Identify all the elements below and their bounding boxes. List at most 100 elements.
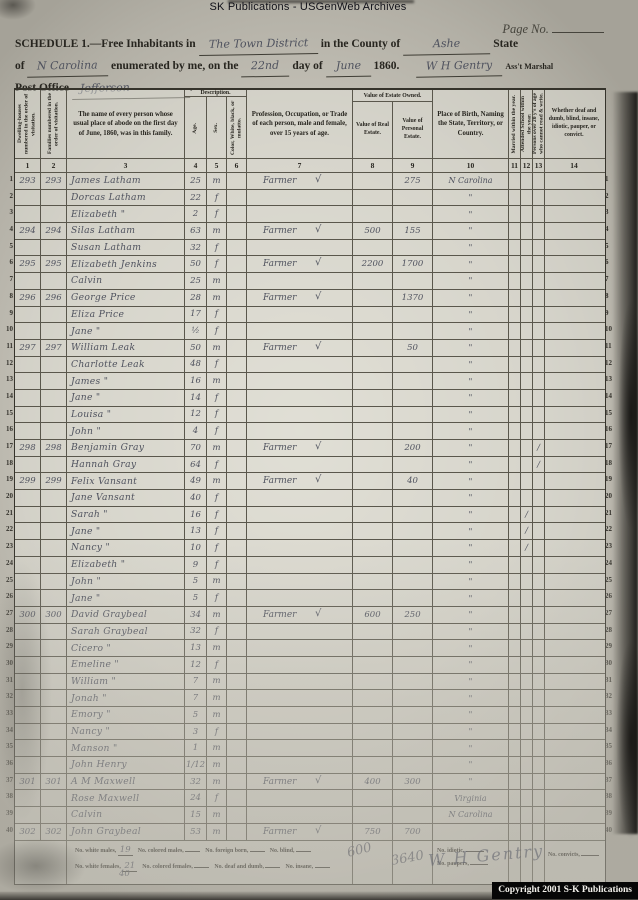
cell-name: George Price (67, 289, 185, 306)
cell-sex: m (207, 573, 227, 590)
footer-stat-value (295, 850, 311, 852)
footer-stats-line1: No. white males, 19 No. colored males, No… (75, 845, 350, 856)
footer-stat: No. deaf and dumb, (214, 864, 281, 870)
cell-name: Manson " (67, 740, 185, 757)
cell-family-no (41, 356, 67, 373)
cell-sex: m (207, 640, 227, 656)
cell-real-estate-value (353, 356, 393, 373)
row-number: 1 (9, 175, 14, 183)
footer-stat: No. foreign born, (205, 848, 265, 854)
cell-married-in-year (509, 790, 521, 807)
cell-birthplace: " (433, 690, 509, 706)
cell-cannot-read-write (533, 723, 545, 740)
cell-color (227, 173, 247, 189)
cell-birthplace: " (433, 440, 509, 456)
cell-occupation (247, 640, 353, 656)
cell-color (227, 773, 247, 790)
cell-name: Emeline " (67, 656, 185, 673)
cell-color (227, 356, 247, 373)
cell-color (227, 556, 247, 573)
cell-married-in-year (509, 673, 521, 690)
cell-cannot-read-write (533, 707, 545, 723)
cell-family-no (41, 640, 67, 656)
header-family: Families numbered in the order of visita… (41, 90, 67, 158)
cell-family-no (41, 306, 67, 323)
footer-stat-value (249, 850, 265, 852)
table-row: 294 294 Silas Latham 63 m Farmer √ 500 155 " (15, 223, 605, 240)
row-number: 21 (605, 508, 612, 517)
cell-dwelling-no: 293 (15, 173, 41, 189)
row-number: 25 (605, 575, 612, 584)
row-number: 19 (6, 475, 13, 484)
cell-name: William " (67, 673, 185, 690)
cell-occupation (247, 790, 353, 807)
header-cannot-read: Persons over 20 y's of age who cannot re… (532, 90, 545, 158)
cell-personal-estate-value (393, 239, 433, 256)
header-name: The name of every person whose usual pla… (67, 90, 185, 158)
cell-sex: f (207, 490, 227, 506)
cell-real-estate-value (353, 406, 393, 423)
cell-dwelling-no: 300 (15, 606, 41, 623)
cell-cannot-read-write (533, 406, 545, 423)
cell-remarks (545, 674, 603, 690)
cell-real-estate-value (353, 590, 393, 606)
cell-married-in-year (509, 807, 521, 823)
cell-birthplace: " (433, 757, 509, 773)
marshal-signature: W H Gentry (416, 54, 503, 78)
cell-personal-estate-value: 155 (393, 223, 433, 239)
header-age: Age. (185, 97, 207, 159)
cell-remarks (545, 807, 603, 823)
cell-cannot-read-write (533, 473, 545, 490)
row-number: 23 (6, 542, 13, 551)
cell-personal-estate-value (393, 323, 433, 339)
cell-name: James " (67, 373, 185, 389)
state-label: State (493, 38, 519, 50)
cell-name: A M Maxwell (67, 773, 185, 790)
cell-dwelling-no (15, 623, 41, 640)
occupation-text: Farmer (263, 826, 297, 837)
cell-cannot-read-write (533, 573, 545, 590)
cell-name: John " (67, 423, 185, 439)
cell-occupation (247, 239, 353, 256)
row-number: 22 (6, 525, 13, 534)
cell-occupation: Farmer √ (247, 473, 353, 490)
footer-stat-label: No. colored males, (137, 847, 186, 854)
cell-sex: m (207, 289, 227, 306)
cell-dwelling-no (15, 389, 41, 406)
cell-remarks (545, 740, 603, 756)
table-row: 300 300 David Graybeal 34 m Farmer √ 600 250 " (15, 606, 605, 624)
occupation-text: Farmer (263, 259, 297, 270)
cell-family-no (41, 423, 67, 439)
cell-cannot-read-write (533, 773, 545, 790)
cell-color (227, 506, 247, 523)
cell-birthplace: " (433, 723, 509, 740)
district-handwritten: The Town District (198, 31, 318, 57)
cell-personal-estate-value: 200 (393, 440, 433, 456)
cell-real-estate-value (353, 640, 393, 656)
cell-sex: f (207, 206, 227, 223)
cell-age: 9 (185, 556, 207, 573)
cell-personal-estate-value (393, 306, 433, 323)
cell-birthplace: " (433, 456, 509, 473)
cell-name: Hannah Gray (67, 456, 185, 473)
header-married-text: Married within the year. (511, 94, 518, 154)
cell-married-in-year (509, 189, 521, 206)
cell-name: Elizabeth " (67, 206, 185, 223)
cell-personal-estate-value (393, 456, 433, 473)
cell-married-in-year (509, 823, 521, 840)
cell-birthplace: " (433, 239, 509, 256)
cell-real-estate-value (353, 506, 393, 523)
cell-personal-estate-value (393, 723, 433, 740)
cell-name: James Latham (67, 173, 185, 189)
cell-remarks (545, 457, 603, 473)
cell-personal-estate-value (393, 573, 433, 590)
footer-real-estate-cell: 600 (346, 840, 393, 884)
column-number: 14 (570, 161, 578, 170)
cell-real-estate-value: 2200 (353, 256, 393, 273)
cell-family-no (41, 373, 67, 389)
cell-sex: f (207, 356, 227, 373)
cell-occupation: Farmer √ (247, 606, 353, 623)
row-number: 3 (605, 208, 609, 217)
column-number: 1 (15, 159, 41, 172)
cell-name: William Leak (67, 339, 185, 356)
